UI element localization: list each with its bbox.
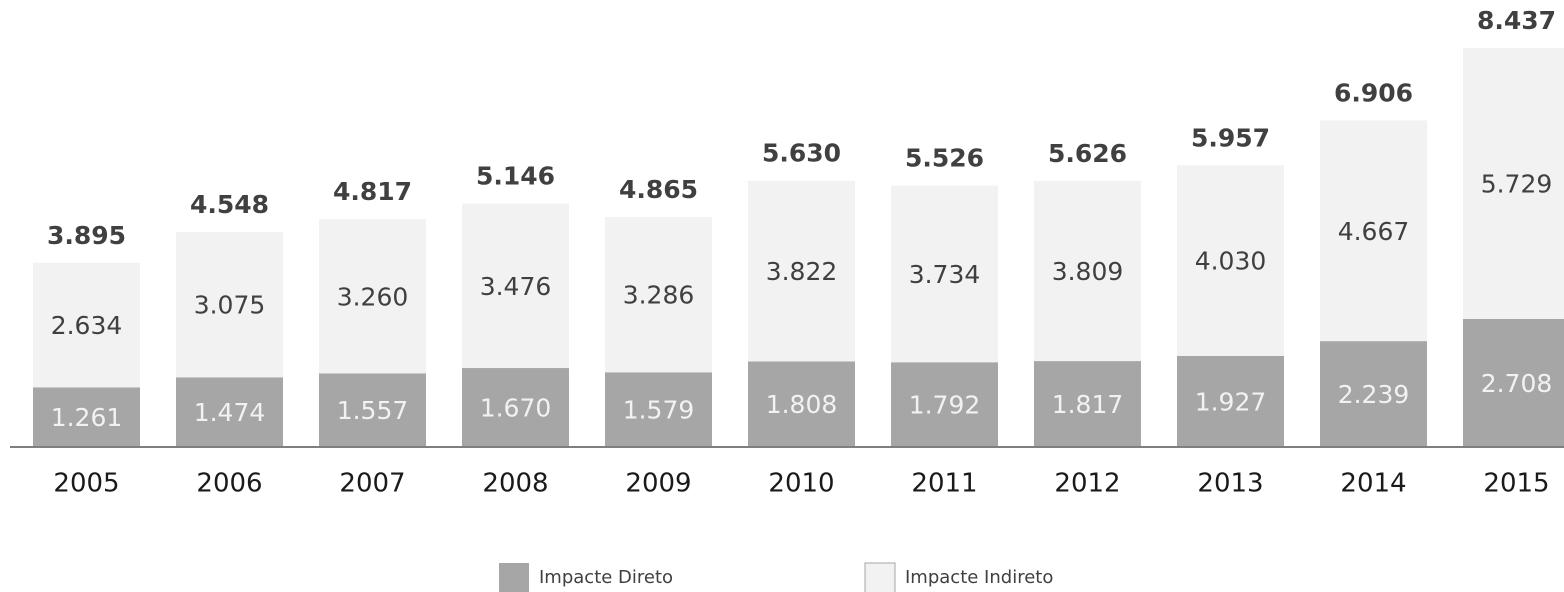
value-label: 3.822 [766,257,838,286]
x-tick-label: 2005 [53,469,119,499]
value-label: 1.670 [480,394,552,423]
x-tick-label: 2012 [1054,469,1120,499]
bar-segment [1034,361,1141,447]
value-label: 3.809 [1052,257,1124,286]
x-tick-label: 2007 [339,469,405,499]
bar-segment [33,387,140,447]
total-label: 4.865 [619,175,698,204]
value-label: 5.729 [1481,169,1553,198]
value-label: 2.239 [1338,380,1410,409]
bar-segment [748,361,855,447]
value-label: 1.557 [337,396,409,425]
total-label: 3.895 [47,221,126,250]
bar-segment [1177,165,1284,356]
value-label: 3.075 [194,291,266,320]
legend-swatch [499,563,529,592]
total-label: 8.437 [1477,6,1556,35]
value-label: 3.734 [909,260,981,289]
bar-segment [319,219,426,374]
bar-segment [1177,355,1284,447]
bar-segment [1034,180,1141,362]
value-label: 1.792 [909,391,981,420]
x-tick-label: 2006 [196,469,262,499]
bar-segment [1320,341,1427,447]
value-label: 1.474 [194,398,266,427]
bar-segment [891,362,998,447]
value-label: 1.808 [766,390,838,419]
total-label: 5.957 [1191,123,1270,152]
value-label: 3.476 [480,272,552,301]
bar-segment [605,372,712,447]
bar-segment [748,180,855,362]
legend-swatch [864,562,896,592]
x-tick-label: 2011 [911,469,977,499]
value-label: 3.260 [337,282,409,311]
bar-segment [319,373,426,447]
bar-segment [891,185,998,363]
x-tick-label: 2009 [625,469,691,499]
bar-segment [1463,318,1564,447]
bar-segment [462,368,569,447]
x-tick-label: 2010 [768,469,834,499]
x-tick-label: 2015 [1483,469,1549,499]
bar-segment [605,216,712,373]
value-label: 1.579 [623,396,695,425]
bar-segment [1463,48,1564,319]
total-label: 5.146 [476,162,555,191]
x-tick-label: 2014 [1340,469,1406,499]
value-label: 2.708 [1481,369,1553,398]
value-label: 1.817 [1052,390,1124,419]
legend-label: Impacte Indireto [905,567,1053,588]
total-label: 4.817 [333,177,412,206]
total-label: 4.548 [190,190,269,219]
value-label: 4.667 [1338,217,1410,246]
legend-label: Impacte Direto [539,567,673,588]
total-label: 6.906 [1334,78,1413,107]
bar-segment [176,231,283,378]
value-label: 1.261 [51,403,123,432]
total-label: 5.626 [1048,139,1127,168]
x-tick-label: 2013 [1197,469,1263,499]
bar-segment [1320,120,1427,342]
x-tick-label: 2008 [482,469,548,499]
value-label: 1.927 [1195,387,1267,416]
value-label: 2.634 [51,311,123,340]
bar-segment [33,262,140,388]
value-label: 3.286 [623,281,695,310]
total-label: 5.630 [762,139,841,168]
total-label: 5.526 [905,144,984,173]
value-label: 4.030 [1195,247,1267,276]
bar-segment [462,203,569,369]
bar-segment [176,377,283,447]
